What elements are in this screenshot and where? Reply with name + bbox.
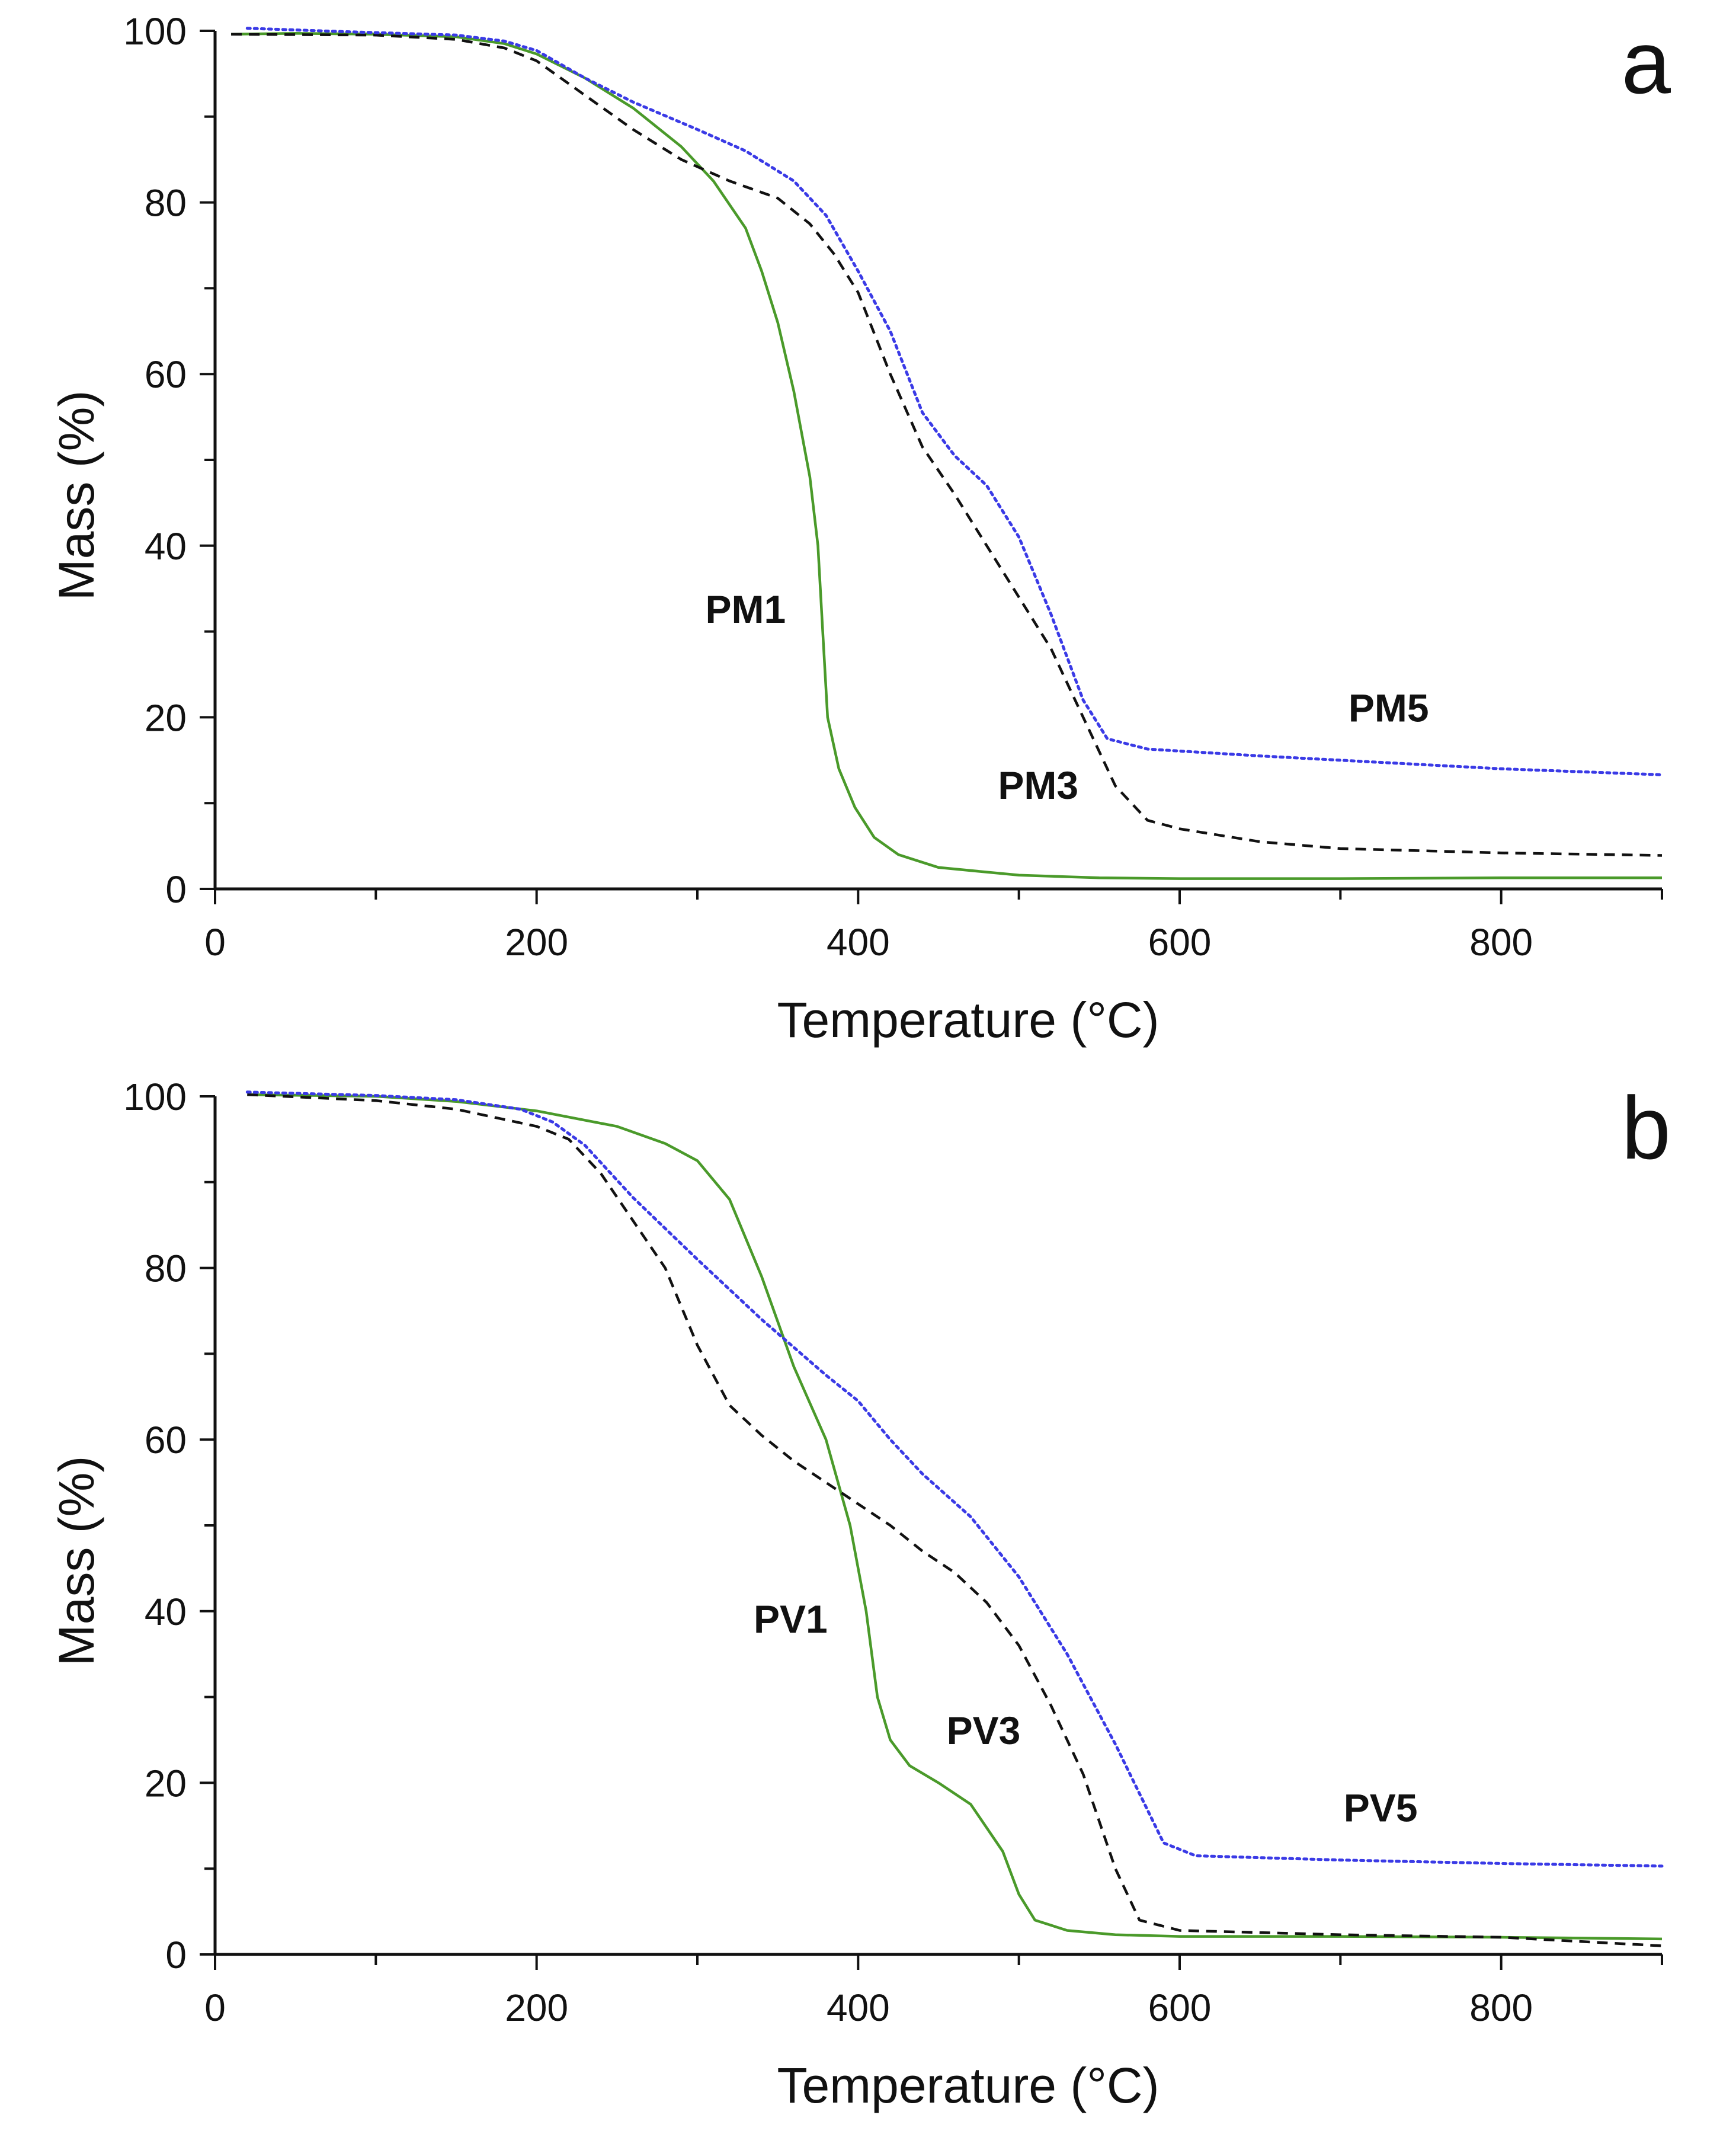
x-axis-title: Temperature (°C) [777, 992, 1159, 1048]
panel-letter: b [1622, 1078, 1671, 1178]
y-tick-label: 100 [123, 10, 187, 53]
series-label-pv5: PV5 [1344, 1786, 1418, 1830]
series-label-pm5: PM5 [1349, 686, 1429, 730]
series-line-pm1 [231, 32, 1662, 880]
y-axis-title: Mass (%) [49, 1456, 104, 1666]
y-tick-label: 60 [145, 353, 187, 396]
series-line-pv3 [247, 1093, 1663, 1947]
y-tick-label: 60 [145, 1419, 187, 1461]
y-tick-label: 40 [145, 525, 187, 568]
x-tick-label: 600 [1148, 1986, 1212, 2029]
x-tick-label: 600 [1148, 921, 1212, 964]
y-tick-label: 100 [123, 1076, 187, 1118]
x-tick-label: 200 [505, 921, 568, 964]
y-tick-label: 20 [145, 696, 187, 739]
panel-a: 0 200 400 600 800 0 20 40 60 80 100 Temperature (°C… [49, 10, 1671, 1048]
y-tick-label: 0 [165, 1934, 187, 1976]
series-line-pv5 [245, 1090, 1664, 1868]
series-line-pm3 [231, 33, 1663, 857]
y-tick-label: 20 [145, 1762, 187, 1805]
x-tick-label: 0 [204, 1986, 226, 2029]
series-label-pm3: PM3 [998, 763, 1078, 807]
x-tick-label: 400 [827, 1986, 890, 2029]
series-line-pm5 [245, 27, 1664, 776]
y-tick-label: 40 [145, 1591, 187, 1633]
series-line-pv1 [247, 1093, 1663, 1941]
y-axis-title: Mass (%) [49, 391, 104, 601]
x-tick-label: 400 [827, 921, 890, 964]
y-tick-label: 80 [145, 1247, 187, 1290]
x-tick-label: 200 [505, 1986, 568, 2029]
x-axis-title: Temperature (°C) [777, 2058, 1159, 2113]
series-label-pv3: PV3 [947, 1709, 1021, 1752]
x-tick-label: 800 [1469, 921, 1533, 964]
y-tick-label: 0 [165, 868, 187, 911]
panel-letter: a [1622, 12, 1671, 112]
y-tick-label: 80 [145, 182, 187, 225]
series-label-pv1: PV1 [754, 1597, 828, 1641]
x-tick-label: 800 [1469, 1986, 1533, 2029]
panel-b: 0 200 400 600 800 0 20 40 60 80 100 Temperature (°C… [49, 1076, 1671, 2113]
x-tick-label: 0 [204, 921, 226, 964]
series-label-pm1: PM1 [706, 587, 786, 631]
